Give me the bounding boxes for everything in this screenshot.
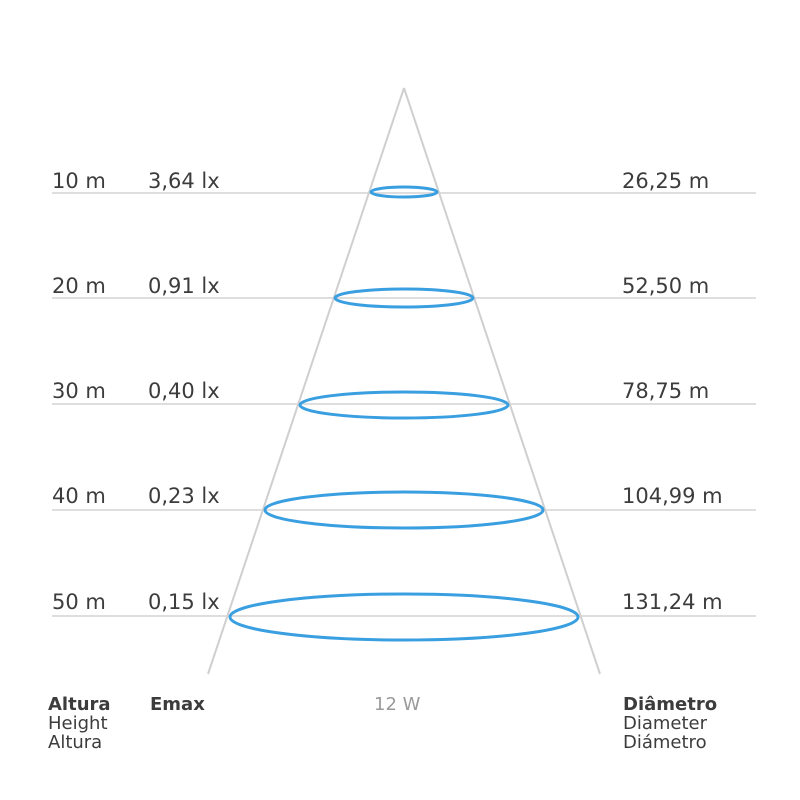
diameter-label-10m: 26,25 m: [622, 169, 710, 193]
height-label-10m: 10 m: [52, 169, 106, 193]
diameter-label-40m: 104,99 m: [622, 484, 723, 508]
height-legend-pt: Altura: [48, 694, 111, 715]
diameter-label-20m: 52,50 m: [622, 274, 710, 298]
emax-label-40m: 0,23 lx: [148, 484, 220, 508]
height-legend: Altura Height Altura: [48, 695, 111, 752]
light-circle-40m: [263, 490, 545, 530]
emax-label-30m: 0,40 lx: [148, 379, 220, 403]
diameter-label-50m: 131,24 m: [622, 590, 723, 614]
light-circle-50m: [228, 592, 580, 642]
emax-label-50m: 0,15 lx: [148, 590, 220, 614]
emax-label-20m: 0,91 lx: [148, 274, 220, 298]
emax-legend-label: Emax: [150, 694, 205, 715]
light-circle-10m: [369, 185, 439, 199]
height-label-20m: 20 m: [52, 274, 106, 298]
cone-right-edge: [403, 87, 601, 675]
height-label-30m: 30 m: [52, 379, 106, 403]
diameter-legend-pt: Diâmetro: [623, 694, 718, 715]
diameter-legend-en: Diameter: [623, 713, 708, 734]
height-label-40m: 40 m: [52, 484, 106, 508]
cone-left-edge: [207, 87, 405, 675]
light-circle-30m: [298, 390, 510, 420]
diameter-label-30m: 78,75 m: [622, 379, 710, 403]
height-legend-es: Altura: [48, 732, 103, 753]
emax-label-10m: 3,64 lx: [148, 169, 220, 193]
height-label-50m: 50 m: [52, 590, 106, 614]
emax-legend: Emax: [150, 695, 205, 714]
diameter-legend: Diâmetro Diameter Diámetro: [623, 695, 717, 752]
power-label: 12 W: [374, 694, 421, 715]
diameter-legend-es: Diámetro: [623, 732, 707, 753]
light-circle-20m: [333, 287, 475, 309]
height-legend-en: Height: [48, 713, 108, 734]
